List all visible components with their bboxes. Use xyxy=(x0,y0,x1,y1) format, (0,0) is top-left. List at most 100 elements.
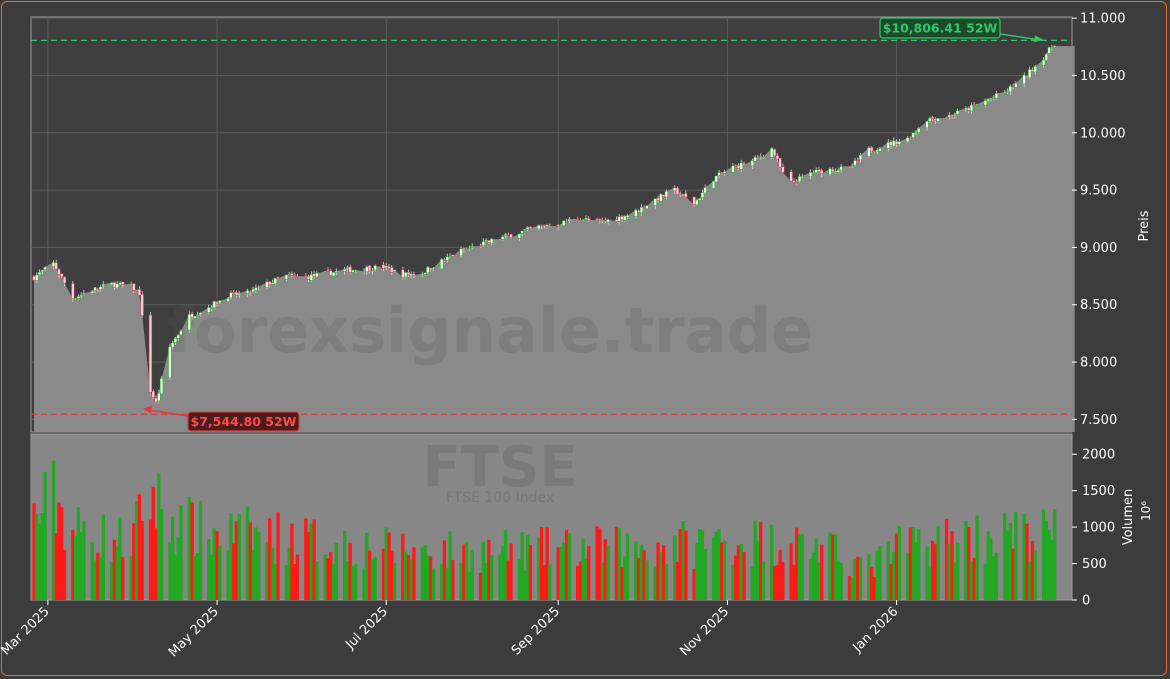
volume-bar xyxy=(642,550,646,600)
candle xyxy=(35,272,39,284)
candle-body xyxy=(711,181,716,189)
candle-body xyxy=(448,255,452,258)
candle xyxy=(944,116,949,119)
candle-body xyxy=(190,313,194,318)
volume-bar xyxy=(1044,520,1048,600)
candle-body xyxy=(273,278,277,285)
volume-bar xyxy=(179,505,183,600)
candle-body xyxy=(933,118,938,121)
candle xyxy=(207,304,211,314)
candle-body xyxy=(944,117,949,119)
volume-bar xyxy=(135,501,139,600)
candle xyxy=(290,271,294,278)
price-tick-label: 10.500 xyxy=(1080,69,1126,84)
candle xyxy=(179,329,183,335)
volume-bar xyxy=(992,556,996,600)
candle-body xyxy=(734,164,738,166)
volume-bar xyxy=(795,527,799,600)
candles xyxy=(32,44,1057,404)
volume-bar xyxy=(634,541,638,600)
candle xyxy=(548,223,552,227)
volume-bar xyxy=(351,566,355,600)
candle xyxy=(775,153,779,162)
volume-bar xyxy=(154,528,158,600)
candle-body xyxy=(847,165,852,168)
candle xyxy=(739,159,743,173)
candle xyxy=(625,214,630,219)
volume-bar xyxy=(168,542,172,600)
volume-bar xyxy=(537,537,541,600)
volume-bar xyxy=(850,577,854,600)
volume-bar xyxy=(329,552,333,600)
candle-body xyxy=(367,265,372,272)
watermark-symbol: FTSE xyxy=(422,435,577,500)
candle-body xyxy=(828,168,832,175)
candle xyxy=(273,277,277,286)
candle-body xyxy=(1030,69,1035,72)
candle-body xyxy=(836,170,840,173)
volume-bar xyxy=(975,515,979,600)
candle xyxy=(218,300,222,305)
candle-body xyxy=(1047,47,1051,54)
volume-bar xyxy=(617,528,621,600)
candle-body xyxy=(617,216,621,222)
candle xyxy=(717,169,721,179)
candle xyxy=(808,169,813,180)
candle-body xyxy=(373,265,377,271)
volume-bar xyxy=(323,554,327,600)
candle xyxy=(254,284,258,293)
volume-bar xyxy=(734,555,738,600)
volume-bar xyxy=(914,542,918,600)
candle xyxy=(190,311,194,321)
candle xyxy=(198,311,203,317)
volume-bar xyxy=(523,571,527,600)
volume-axis-unit: 10⁶ xyxy=(1139,501,1153,521)
candle-body xyxy=(1003,92,1007,94)
candle-body xyxy=(542,224,546,226)
candle xyxy=(797,173,802,183)
candle-body xyxy=(653,198,657,206)
volume-bar xyxy=(1005,530,1010,600)
candle-body xyxy=(187,314,191,331)
candle xyxy=(60,273,64,278)
candle-body xyxy=(673,187,677,192)
volume-bar xyxy=(989,538,993,600)
candle-body xyxy=(295,275,300,278)
candle xyxy=(187,311,191,333)
candle-body xyxy=(889,141,893,146)
candle-body xyxy=(118,282,122,285)
candle xyxy=(598,218,602,224)
candle-body xyxy=(759,155,763,158)
volume-bar xyxy=(445,568,449,600)
volume-bar xyxy=(212,528,216,600)
candle-body xyxy=(93,287,97,291)
candle xyxy=(562,220,566,227)
candle-body xyxy=(720,172,724,174)
candle-body xyxy=(562,220,566,227)
candle-body xyxy=(797,176,802,182)
volume-bar xyxy=(1008,523,1012,600)
volume-bar xyxy=(623,556,627,600)
volume-bar xyxy=(548,564,552,600)
volume-bar xyxy=(775,564,779,600)
candle xyxy=(870,146,874,153)
candle-body xyxy=(661,194,666,197)
candle-body xyxy=(384,265,388,268)
volume-bar xyxy=(440,564,444,600)
volume-bar xyxy=(520,532,524,600)
volume-bar xyxy=(673,535,677,600)
candle-body xyxy=(40,269,44,272)
candle xyxy=(695,198,699,206)
candle-body xyxy=(736,165,741,169)
candle xyxy=(76,294,80,300)
low-52w-label-box xyxy=(187,411,300,432)
volume-bar xyxy=(1030,541,1035,600)
candle xyxy=(756,155,760,160)
volume-bar xyxy=(137,494,142,600)
volume-bar xyxy=(37,523,42,600)
volume-bar xyxy=(720,542,724,600)
volume-tick-label: 500 xyxy=(1082,557,1107,572)
volume-bar xyxy=(442,540,447,600)
candle-body xyxy=(808,172,813,177)
volume-axis-label: Volumen xyxy=(1121,489,1136,546)
